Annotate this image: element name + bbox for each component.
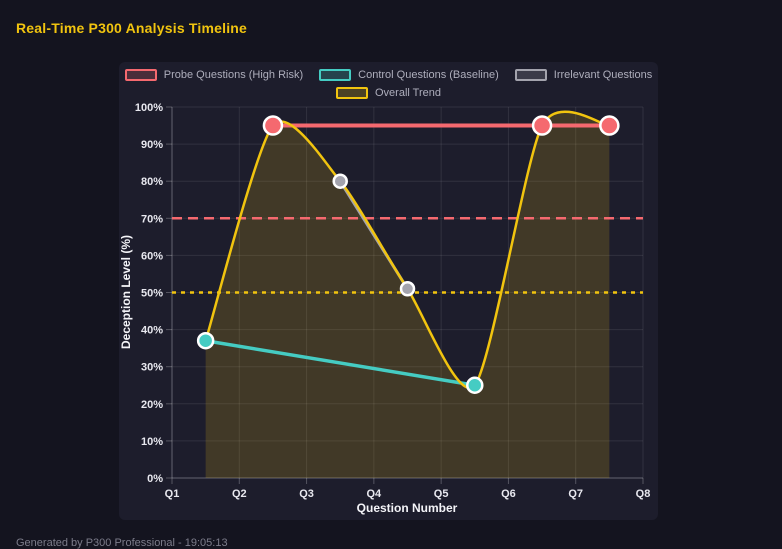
legend-item-probe-questions-high-risk[interactable]: Probe Questions (High Risk): [124, 69, 304, 81]
data-point-control-questions-baseline[interactable]: [466, 376, 484, 394]
data-point-probe-questions-high-risk[interactable]: [262, 115, 284, 136]
chart-legend: Probe Questions (High Risk) Control Quest…: [119, 69, 658, 99]
legend-row: Probe Questions (High Risk) Control Quest…: [124, 69, 653, 81]
legend-swatch-icon: [124, 69, 157, 81]
x-tick-label: Q4: [367, 488, 383, 500]
data-point-irrelevant-questions[interactable]: [399, 281, 416, 297]
y-axis-title: Deception Level (%): [119, 235, 133, 349]
y-tick-label: 10%: [141, 436, 163, 448]
y-tick-label: 90%: [141, 139, 163, 151]
legend-item-control-questions-baseline[interactable]: Control Questions (Baseline): [319, 69, 499, 81]
legend-row: Overall Trend: [335, 87, 442, 99]
legend-swatch-icon: [319, 69, 352, 81]
x-tick-label: Q7: [568, 488, 583, 500]
legend-item-label: Probe Questions (High Risk): [163, 69, 304, 81]
timeline-chart[interactable]: 0% 10% 20% 30% 40% 50% 60% 70% 80% 90% 100% Q1 Q2 Q3 Q…: [119, 62, 658, 520]
y-tick-label: 30%: [141, 362, 163, 374]
x-tick-label: Q6: [501, 488, 516, 500]
x-tick-label: Q3: [299, 488, 314, 500]
chart-panel: Probe Questions (High Risk) Control Quest…: [119, 62, 658, 520]
y-tick-label: 40%: [141, 325, 163, 337]
legend-item-label: Control Questions (Baseline): [358, 69, 499, 81]
x-axis-title: Question Number: [357, 501, 458, 515]
y-tick-label: 20%: [141, 399, 163, 411]
legend-item-overall-trend[interactable]: Overall Trend: [335, 87, 442, 99]
data-point-probe-questions-high-risk[interactable]: [599, 115, 620, 136]
x-tick-label: Q8: [636, 488, 651, 500]
legend-item-irrelevant-questions[interactable]: Irrelevant Questions: [514, 69, 653, 81]
footer-note: Generated by P300 Professional - 19:05:1…: [16, 537, 228, 549]
legend-swatch-icon: [335, 87, 368, 99]
y-tick-label: 50%: [141, 288, 163, 300]
y-tick-label: 100%: [135, 102, 163, 114]
legend-swatch-icon: [514, 69, 547, 81]
x-tick-label: Q1: [165, 488, 180, 500]
data-point-control-questions-baseline[interactable]: [196, 331, 215, 350]
y-tick-label: 0%: [147, 473, 163, 485]
y-tick-label: 80%: [141, 176, 163, 188]
series-line-control-questions-baseline: [203, 338, 477, 387]
data-point-probe-questions-high-risk[interactable]: [531, 115, 553, 136]
page-title: Real-Time P300 Analysis Timeline: [16, 20, 248, 36]
legend-item-label: Irrelevant Questions: [553, 69, 653, 81]
x-tick-label: Q5: [434, 488, 449, 500]
y-tick-label: 60%: [141, 250, 163, 262]
x-tick-label: Q2: [232, 488, 247, 500]
y-tick-label: 70%: [141, 213, 163, 225]
data-point-irrelevant-questions[interactable]: [332, 173, 348, 189]
legend-item-label: Overall Trend: [374, 87, 442, 99]
